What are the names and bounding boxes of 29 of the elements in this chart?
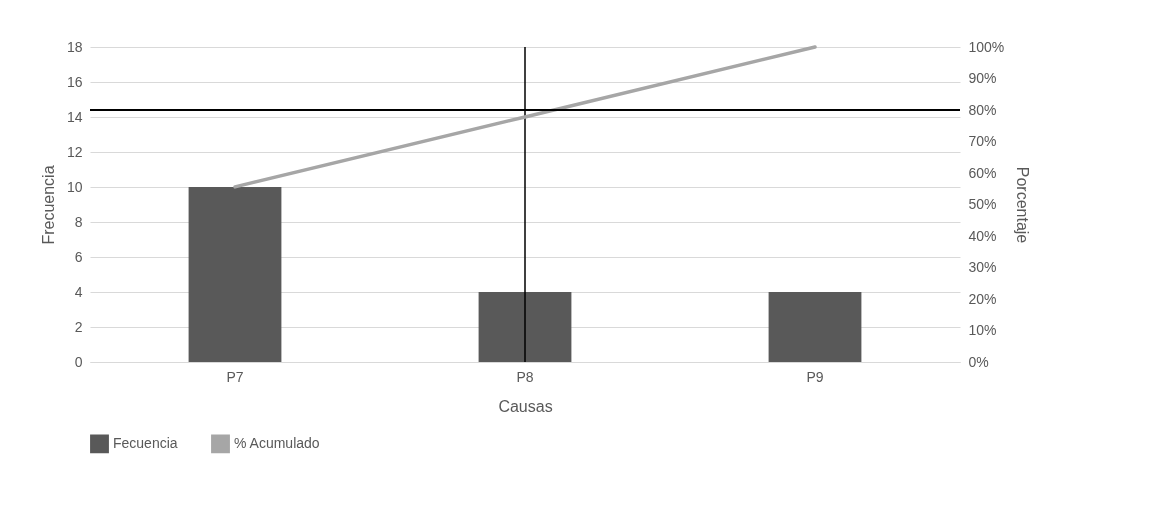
y-tick-label: 16 — [66, 73, 83, 90]
y-tick-label: 12 — [66, 143, 83, 160]
y-tick-label: 14 — [66, 108, 83, 125]
y-tick-label: 0 — [74, 353, 83, 370]
y2-tick-label: 10% — [968, 322, 997, 338]
y-tick-label: 2 — [74, 318, 83, 335]
y-tick-label: 4 — [74, 283, 83, 300]
legend-label: Fecuencia — [113, 434, 178, 451]
y-tick-label: 10 — [66, 178, 83, 195]
x-tick-label: P7 — [226, 368, 244, 385]
y-axis-title: Frecuencia — [39, 165, 57, 245]
y2-tick-label: 60% — [968, 164, 997, 181]
y2-tick-label: 20% — [968, 290, 997, 307]
y2-tick-label: 50% — [968, 196, 997, 212]
y2-axis-title: Porcentaje — [1014, 166, 1032, 244]
y2-tick-label: 100% — [968, 38, 1005, 55]
legend-label: % Acumulado — [234, 434, 320, 451]
y2-tick-label: 40% — [968, 227, 997, 244]
y2-tick-label: 30% — [968, 259, 997, 275]
y2-tick-label: 0% — [968, 353, 989, 370]
y-tick-label: 6 — [74, 248, 83, 265]
y2-tick-label: 90% — [968, 70, 997, 86]
y2-tick-label: 70% — [968, 133, 997, 149]
x-axis-title: Causas — [498, 397, 553, 415]
y-tick-label: 18 — [66, 38, 83, 55]
x-tick-label: P9 — [806, 368, 824, 385]
y2-tick-label: 80% — [968, 101, 997, 118]
x-tick-label: P8 — [516, 368, 534, 385]
y-tick-label: 8 — [74, 213, 83, 230]
